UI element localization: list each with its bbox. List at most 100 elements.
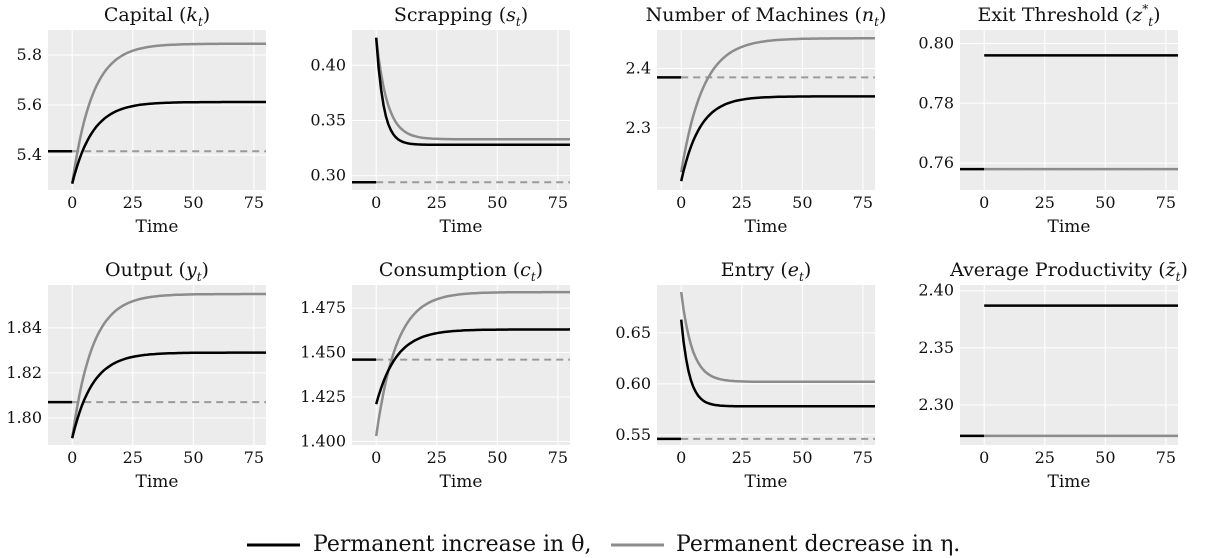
title-text: Capital ( xyxy=(104,4,187,26)
x-tick-label: 75 xyxy=(244,193,264,212)
x-tick-label: 50 xyxy=(487,448,507,467)
title-text: Number of Machines ( xyxy=(646,4,862,26)
y-tick-label: 5.6 xyxy=(17,95,42,114)
series-line-decrease-eta xyxy=(374,37,570,141)
title-subscript: t xyxy=(531,270,536,284)
y-tick-label: 2.3 xyxy=(626,118,651,137)
panel-title: Exit Threshold (z*t) xyxy=(978,2,1161,29)
series-line-increase-theta xyxy=(70,351,266,439)
series-line-increase-theta xyxy=(374,37,570,147)
y-tick-label: 1.475 xyxy=(300,298,346,317)
x-tick-label: 25 xyxy=(732,448,752,467)
series-line-increase-theta xyxy=(374,328,571,405)
y-tick-label: 0.76 xyxy=(918,153,954,172)
title-subscript: t xyxy=(198,15,203,29)
x-axis-label: Time xyxy=(745,472,788,492)
series-line-decrease-eta xyxy=(374,290,570,437)
x-tick-label: 50 xyxy=(1095,193,1115,212)
x-tick-label: 75 xyxy=(548,193,568,212)
y-tick-label: 0.65 xyxy=(615,323,651,342)
plot-area xyxy=(657,285,875,445)
x-tick-label: 25 xyxy=(732,193,752,212)
title-close: ) xyxy=(536,259,543,281)
x-tick-label: 25 xyxy=(123,193,143,212)
x-tick-label: 50 xyxy=(487,193,507,212)
x-tick-label: 75 xyxy=(244,448,264,467)
y-tick-label: 0.55 xyxy=(615,425,651,444)
x-axis-label: Time xyxy=(745,217,788,237)
title-superscript: * xyxy=(1142,2,1148,16)
series-line-decrease-eta xyxy=(679,37,875,173)
title-text: Output ( xyxy=(105,259,186,281)
x-tick-label: 0 xyxy=(979,448,989,467)
x-tick-label: 50 xyxy=(183,448,203,467)
x-tick-label: 0 xyxy=(67,448,77,467)
title-variable: z̄ xyxy=(1165,259,1177,281)
x-tick-label: 0 xyxy=(676,448,686,467)
series-line-decrease-eta xyxy=(70,42,266,184)
panel-title: Average Productivity (z̄t) xyxy=(949,259,1188,284)
legend-label-increase-theta: Permanent increase in θ, xyxy=(313,532,591,557)
plot-area xyxy=(352,285,570,445)
y-tick-label: 2.30 xyxy=(918,395,954,414)
chart-panel-5: 0 25 50 75 1.80 1.82 1.84 Time Output (yt) xyxy=(6,259,266,492)
panel-title: Scrapping (st) xyxy=(394,4,528,29)
chart-panel-4: 0 25 50 75 0.76 0.78 0.80 Time Exit Threshold (z… xyxy=(918,2,1178,237)
title-close: ) xyxy=(521,4,528,26)
plot-area xyxy=(657,30,875,190)
y-tick-label: 0.30 xyxy=(310,166,346,185)
x-tick-label: 25 xyxy=(1035,193,1055,212)
x-axis-label: Time xyxy=(1048,217,1091,237)
title-close: ) xyxy=(879,4,886,26)
y-tick-label: 1.82 xyxy=(6,363,42,382)
title-text: Scrapping ( xyxy=(394,4,506,26)
y-tick-label: 0.60 xyxy=(615,374,651,393)
x-tick-label: 50 xyxy=(183,193,203,212)
title-close: ) xyxy=(202,259,209,281)
x-tick-label: 0 xyxy=(371,193,381,212)
x-tick-label: 0 xyxy=(979,193,989,212)
x-tick-label: 75 xyxy=(853,193,873,212)
title-close: ) xyxy=(804,259,811,281)
x-axis-label: Time xyxy=(440,217,483,237)
series-line-decrease-eta xyxy=(70,292,266,439)
series-line-decrease-eta xyxy=(679,291,875,384)
title-variable: c xyxy=(520,259,531,281)
panel-title: Capital (kt) xyxy=(104,4,210,29)
y-tick-label: 0.40 xyxy=(310,55,346,74)
chart-panel-7: 0 25 50 75 0.55 0.60 0.65 Time Entry (et) xyxy=(615,259,875,492)
y-tick-label: 1.450 xyxy=(300,343,346,362)
x-tick-label: 75 xyxy=(1156,448,1176,467)
title-variable: e xyxy=(788,259,799,281)
title-subscript: t xyxy=(1148,15,1153,29)
x-tick-label: 25 xyxy=(123,448,143,467)
y-tick-label: 0.78 xyxy=(918,93,954,112)
legend: Permanent increase in θ, Permanent decre… xyxy=(247,532,960,557)
y-tick-label: 2.40 xyxy=(918,281,954,300)
title-subscript: t xyxy=(1176,270,1181,284)
chart-panel-1: 0 25 50 75 5.4 5.6 5.8 Time Capital (kt) xyxy=(17,4,266,237)
y-tick-label: 1.80 xyxy=(6,408,42,427)
chart-panel-3: 0 25 50 75 2.3 2.4 Time Number of Machines (nt) xyxy=(626,4,887,237)
plot-area xyxy=(960,30,1178,190)
title-subscript: t xyxy=(799,270,804,284)
title-variable: z xyxy=(1131,4,1143,26)
x-tick-label: 25 xyxy=(1035,448,1055,467)
chart-panel-6: 0 25 50 75 1.400 1.425 1.450 1.475 Time Consumpti… xyxy=(300,259,571,492)
y-tick-label: 1.84 xyxy=(6,318,42,337)
x-tick-label: 50 xyxy=(792,448,812,467)
y-tick-label: 5.8 xyxy=(17,45,42,64)
title-subscript: t xyxy=(197,270,202,284)
series-line-increase-theta xyxy=(679,95,875,182)
title-text: Average Productivity ( xyxy=(949,259,1165,281)
title-variable: s xyxy=(506,4,516,26)
title-text: Entry ( xyxy=(721,259,788,281)
x-tick-label: 25 xyxy=(427,193,447,212)
y-tick-label: 2.35 xyxy=(918,338,954,357)
y-tick-label: 0.80 xyxy=(918,33,954,52)
x-axis-label: Time xyxy=(136,217,179,237)
chart-panel-2: 0 25 50 75 0.30 0.35 0.40 Time Scrapping (st) xyxy=(310,4,570,237)
plot-area xyxy=(960,285,1178,445)
